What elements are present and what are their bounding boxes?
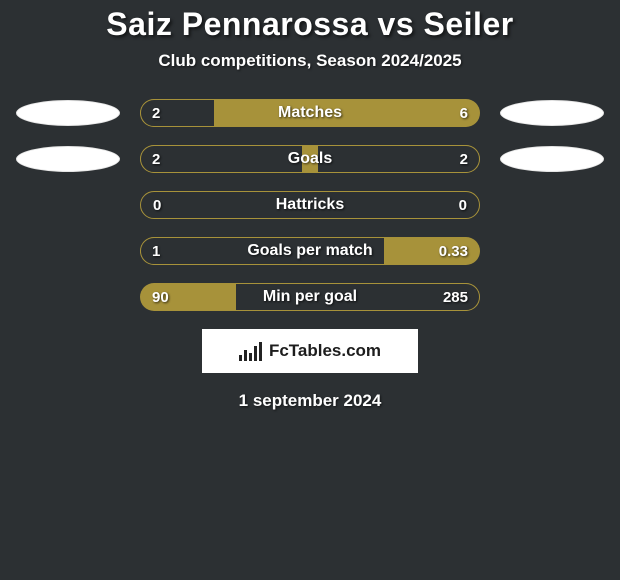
stat-row: 0 0Hattricks	[0, 191, 620, 219]
stat-value-right: 0	[447, 192, 479, 218]
stat-value-right: 285	[431, 283, 480, 311]
stat-bar: 90285Min per goal	[140, 283, 480, 311]
stat-row: 26Matches	[0, 99, 620, 127]
stat-value-right: 2	[448, 145, 480, 173]
stat-value-left: 0	[141, 192, 173, 218]
stat-bar: 26Matches	[140, 99, 480, 127]
stat-row: 22Goals	[0, 145, 620, 173]
player-badge-left	[16, 146, 120, 172]
page-subtitle: Club competitions, Season 2024/2025	[0, 51, 620, 71]
player-badge-left	[16, 100, 120, 126]
stat-value-right: 0.33	[427, 237, 480, 265]
stat-label: Hattricks	[141, 192, 479, 218]
brand-logo-icon	[239, 341, 262, 361]
stat-row: 10.33Goals per match	[0, 237, 620, 265]
date-caption: 1 september 2024	[0, 391, 620, 411]
stat-value-left: 2	[140, 99, 172, 127]
stat-value-left: 2	[140, 145, 172, 173]
stat-value-right: 6	[448, 99, 480, 127]
stat-bar: 10.33Goals per match	[140, 237, 480, 265]
stat-bar: 22Goals	[140, 145, 480, 173]
player-badge-right	[500, 146, 604, 172]
bar-fill-left	[140, 237, 385, 265]
stat-row: 90285Min per goal	[0, 283, 620, 311]
stat-rows: 26Matches22Goals00Hattricks10.33Goals pe…	[0, 99, 620, 311]
player-badge-right	[500, 100, 604, 126]
brand-text: FcTables.com	[269, 341, 381, 361]
stat-value-left: 1	[140, 237, 172, 265]
stat-value-left: 90	[140, 283, 181, 311]
stat-bar: 0 0Hattricks	[140, 191, 480, 219]
page-title: Saiz Pennarossa vs Seiler	[0, 6, 620, 43]
comparison-infographic: Saiz Pennarossa vs Seiler Club competiti…	[0, 0, 620, 411]
brand-footer: FcTables.com	[202, 329, 418, 373]
